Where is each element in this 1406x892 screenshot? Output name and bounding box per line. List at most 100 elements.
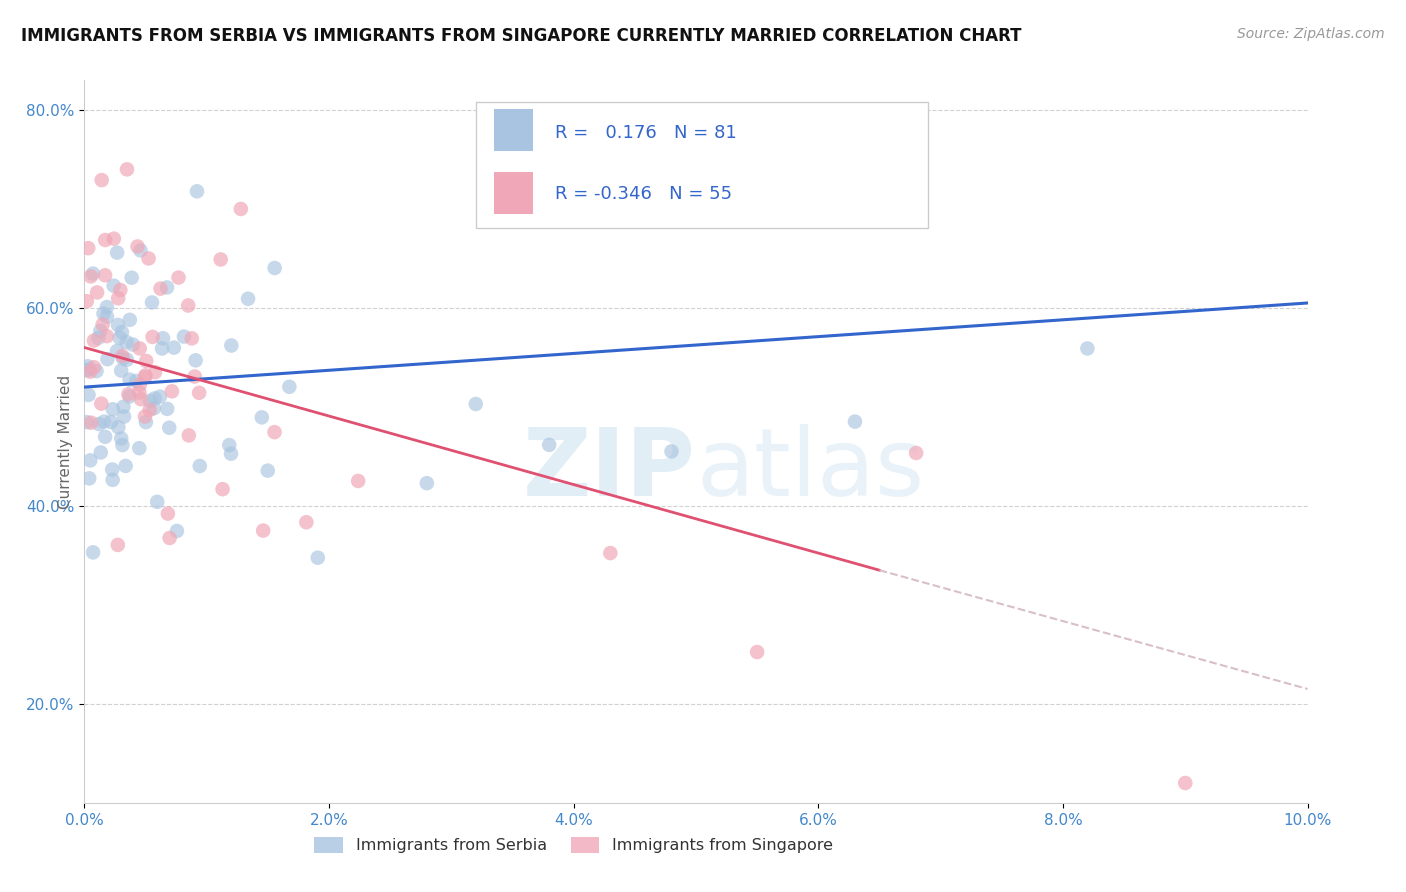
Point [307,550,329,565]
Point [103,278,125,293]
Point [90,173,112,187]
Point [76,359,98,374]
Point [125,374,148,388]
Point [115,335,138,350]
Point [156,401,179,416]
Point [163,341,186,355]
Point [129,244,152,258]
Point [186,184,208,198]
Point [129,392,152,406]
Point [416,476,439,491]
Point [156,280,179,294]
Point [221,338,243,352]
Point [173,329,195,343]
Point [76,363,98,377]
Point [114,458,136,473]
Text: R =   0.176   N = 81: R = 0.176 N = 81 [555,124,737,142]
Text: atlas: atlas [696,425,924,516]
Point [135,368,157,383]
Point [128,441,150,455]
Point [209,252,232,267]
Point [256,464,278,478]
Point [107,538,129,552]
Point [160,384,183,399]
Point [94,430,117,444]
Point [263,260,285,275]
Point [156,507,179,521]
Point [180,331,202,345]
Point [96,310,118,324]
Point [188,458,211,473]
Point [79,453,101,467]
Point [135,415,157,429]
Point [166,524,188,538]
Point [110,432,132,446]
Point [90,445,112,459]
Point [83,334,105,348]
Point [218,438,240,452]
Point [150,342,173,356]
Point [93,415,115,429]
Point [229,202,252,216]
Point [77,362,100,376]
Point [347,474,370,488]
Point [167,270,190,285]
Point [107,420,129,434]
Point [184,353,207,368]
Point [105,344,128,359]
Point [128,342,150,356]
Legend: Immigrants from Serbia, Immigrants from Singapore: Immigrants from Serbia, Immigrants from … [308,830,839,860]
Point [89,324,111,338]
Text: IMMIGRANTS FROM SERBIA VS IMMIGRANTS FROM SINGAPORE CURRENTLY MARRIED CORRELATIO: IMMIGRANTS FROM SERBIA VS IMMIGRANTS FRO… [21,27,1022,45]
Point [464,397,486,411]
Point [134,370,156,384]
Point [135,354,157,368]
Point [138,402,160,417]
Point [295,515,318,529]
FancyBboxPatch shape [494,110,533,151]
Point [86,285,108,300]
Point [152,331,174,345]
Point [149,390,172,404]
Point [139,393,162,408]
Point [100,415,122,429]
Point [211,482,233,496]
Point [96,300,118,314]
Point [112,400,135,414]
Point [82,267,104,281]
Point [278,380,301,394]
Point [250,410,273,425]
Point [96,352,118,367]
Point [79,365,101,379]
Point [134,409,156,424]
Point [121,270,143,285]
Point [77,471,100,485]
Point [142,401,165,416]
Point [115,162,138,177]
Point [80,269,103,284]
Point [90,397,112,411]
Point [77,388,100,402]
Point [83,360,105,375]
Point [101,473,124,487]
Point [146,495,169,509]
Text: R = -0.346   N = 55: R = -0.346 N = 55 [555,186,733,203]
Point [110,283,132,297]
Point [1076,342,1098,356]
Point [76,415,98,429]
Point [101,462,124,476]
Point [77,241,100,255]
Point [94,233,117,247]
Point [101,402,124,417]
Point [108,331,131,345]
Point [263,425,285,439]
Point [143,392,166,406]
Point [538,438,561,452]
Y-axis label: Currently Married: Currently Married [58,375,73,508]
Point [844,415,866,429]
Point [118,389,141,403]
Point [87,331,110,345]
Point [115,352,138,367]
Text: Source: ZipAtlas.com: Source: ZipAtlas.com [1237,27,1385,41]
FancyBboxPatch shape [475,102,928,228]
